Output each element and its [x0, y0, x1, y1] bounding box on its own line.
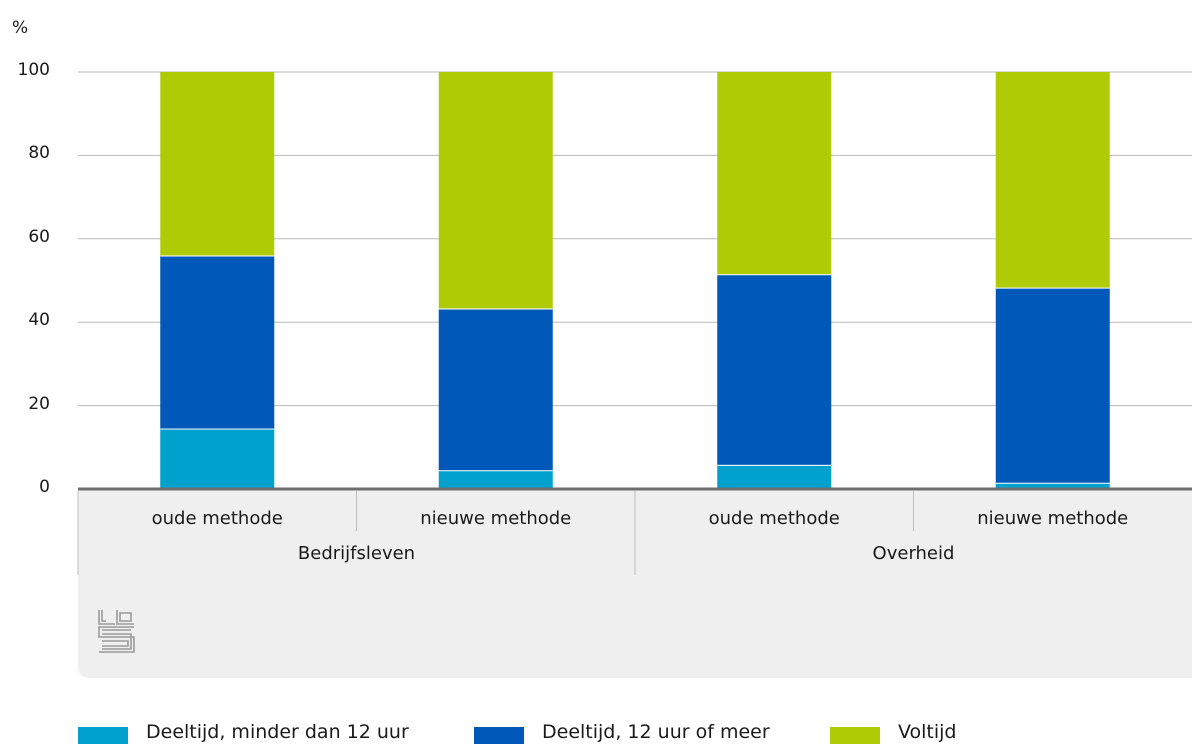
bar-segment	[438, 470, 553, 489]
bar-segment	[717, 274, 832, 465]
legend-swatch	[78, 727, 128, 744]
legend-swatch	[474, 727, 524, 744]
y-tick-label: 80	[28, 143, 50, 164]
x-group-label: Overheid	[872, 543, 955, 564]
legend-label: Voltijd	[898, 721, 957, 743]
y-tick-label: 20	[28, 393, 50, 414]
bar-segment	[717, 464, 832, 489]
y-tick-label: 40	[28, 310, 50, 331]
category-band	[78, 490, 1192, 678]
bar-segment	[160, 428, 275, 489]
y-tick-label: 100	[17, 60, 50, 80]
y-axis-unit: %	[12, 18, 29, 38]
bar-segment	[995, 482, 1110, 489]
legend-label: Deeltijd, 12 uur of meer	[542, 721, 770, 743]
y-tick-label: 60	[28, 226, 50, 247]
cbs-logo-icon	[98, 610, 135, 653]
x-category-label: nieuwe methode	[420, 508, 572, 529]
x-group-label: Bedrijfsleven	[297, 543, 416, 564]
legend-swatch	[830, 727, 880, 744]
bar-segment	[995, 287, 1110, 483]
bar-segment	[160, 255, 275, 429]
bar-segment	[438, 72, 553, 309]
x-category-label: oude methode	[708, 508, 840, 529]
x-category-label: oude methode	[151, 508, 283, 529]
bar-segment	[438, 308, 553, 471]
legend-label: Deeltijd, minder dan 12 uur	[146, 721, 409, 743]
bar-segment	[717, 72, 832, 275]
x-category-label: nieuwe methode	[977, 508, 1129, 529]
bar-segment	[160, 72, 275, 256]
bar-segment	[995, 72, 1110, 288]
legend: Deeltijd, minder dan 12 uur Deeltijd, 12 …	[78, 721, 1192, 744]
y-tick-label: 0	[39, 477, 50, 497]
